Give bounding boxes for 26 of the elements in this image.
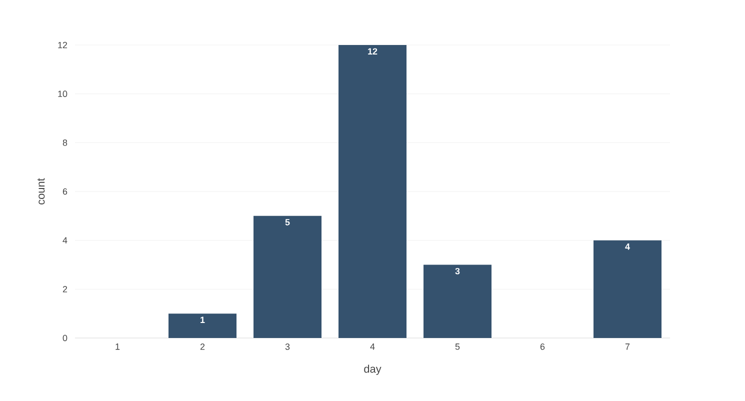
data-label: 12	[368, 48, 378, 54]
y-tick-label: 0	[62, 334, 68, 342]
data-label: 3	[455, 268, 460, 274]
x-tick-label: 6	[540, 344, 545, 350]
y-tick-label: 10	[58, 90, 68, 98]
data-label: 4	[625, 244, 630, 250]
x-tick-label: 2	[200, 344, 205, 350]
y-tick-label: 6	[62, 188, 68, 195]
x-tick-label: 5	[455, 344, 460, 350]
x-tick-label: 7	[625, 344, 630, 350]
y-tick-label: 4	[62, 237, 68, 244]
bar	[254, 216, 322, 338]
y-axis-title: count	[37, 178, 45, 204]
data-label: 5	[285, 219, 290, 226]
bar	[338, 44, 407, 338]
data-label: 1	[200, 316, 205, 323]
y-tick-label: 8	[62, 139, 68, 146]
y-tick-label: 12	[58, 42, 68, 48]
bar	[168, 314, 236, 338]
x-tick-label: 4	[370, 344, 375, 350]
y-tick-label: 2	[62, 286, 68, 292]
x-axis-title: day	[364, 364, 382, 375]
bar	[424, 264, 492, 338]
x-tick-label: 3	[285, 344, 290, 350]
x-tick-label: 1	[116, 344, 120, 350]
bar	[594, 240, 662, 338]
